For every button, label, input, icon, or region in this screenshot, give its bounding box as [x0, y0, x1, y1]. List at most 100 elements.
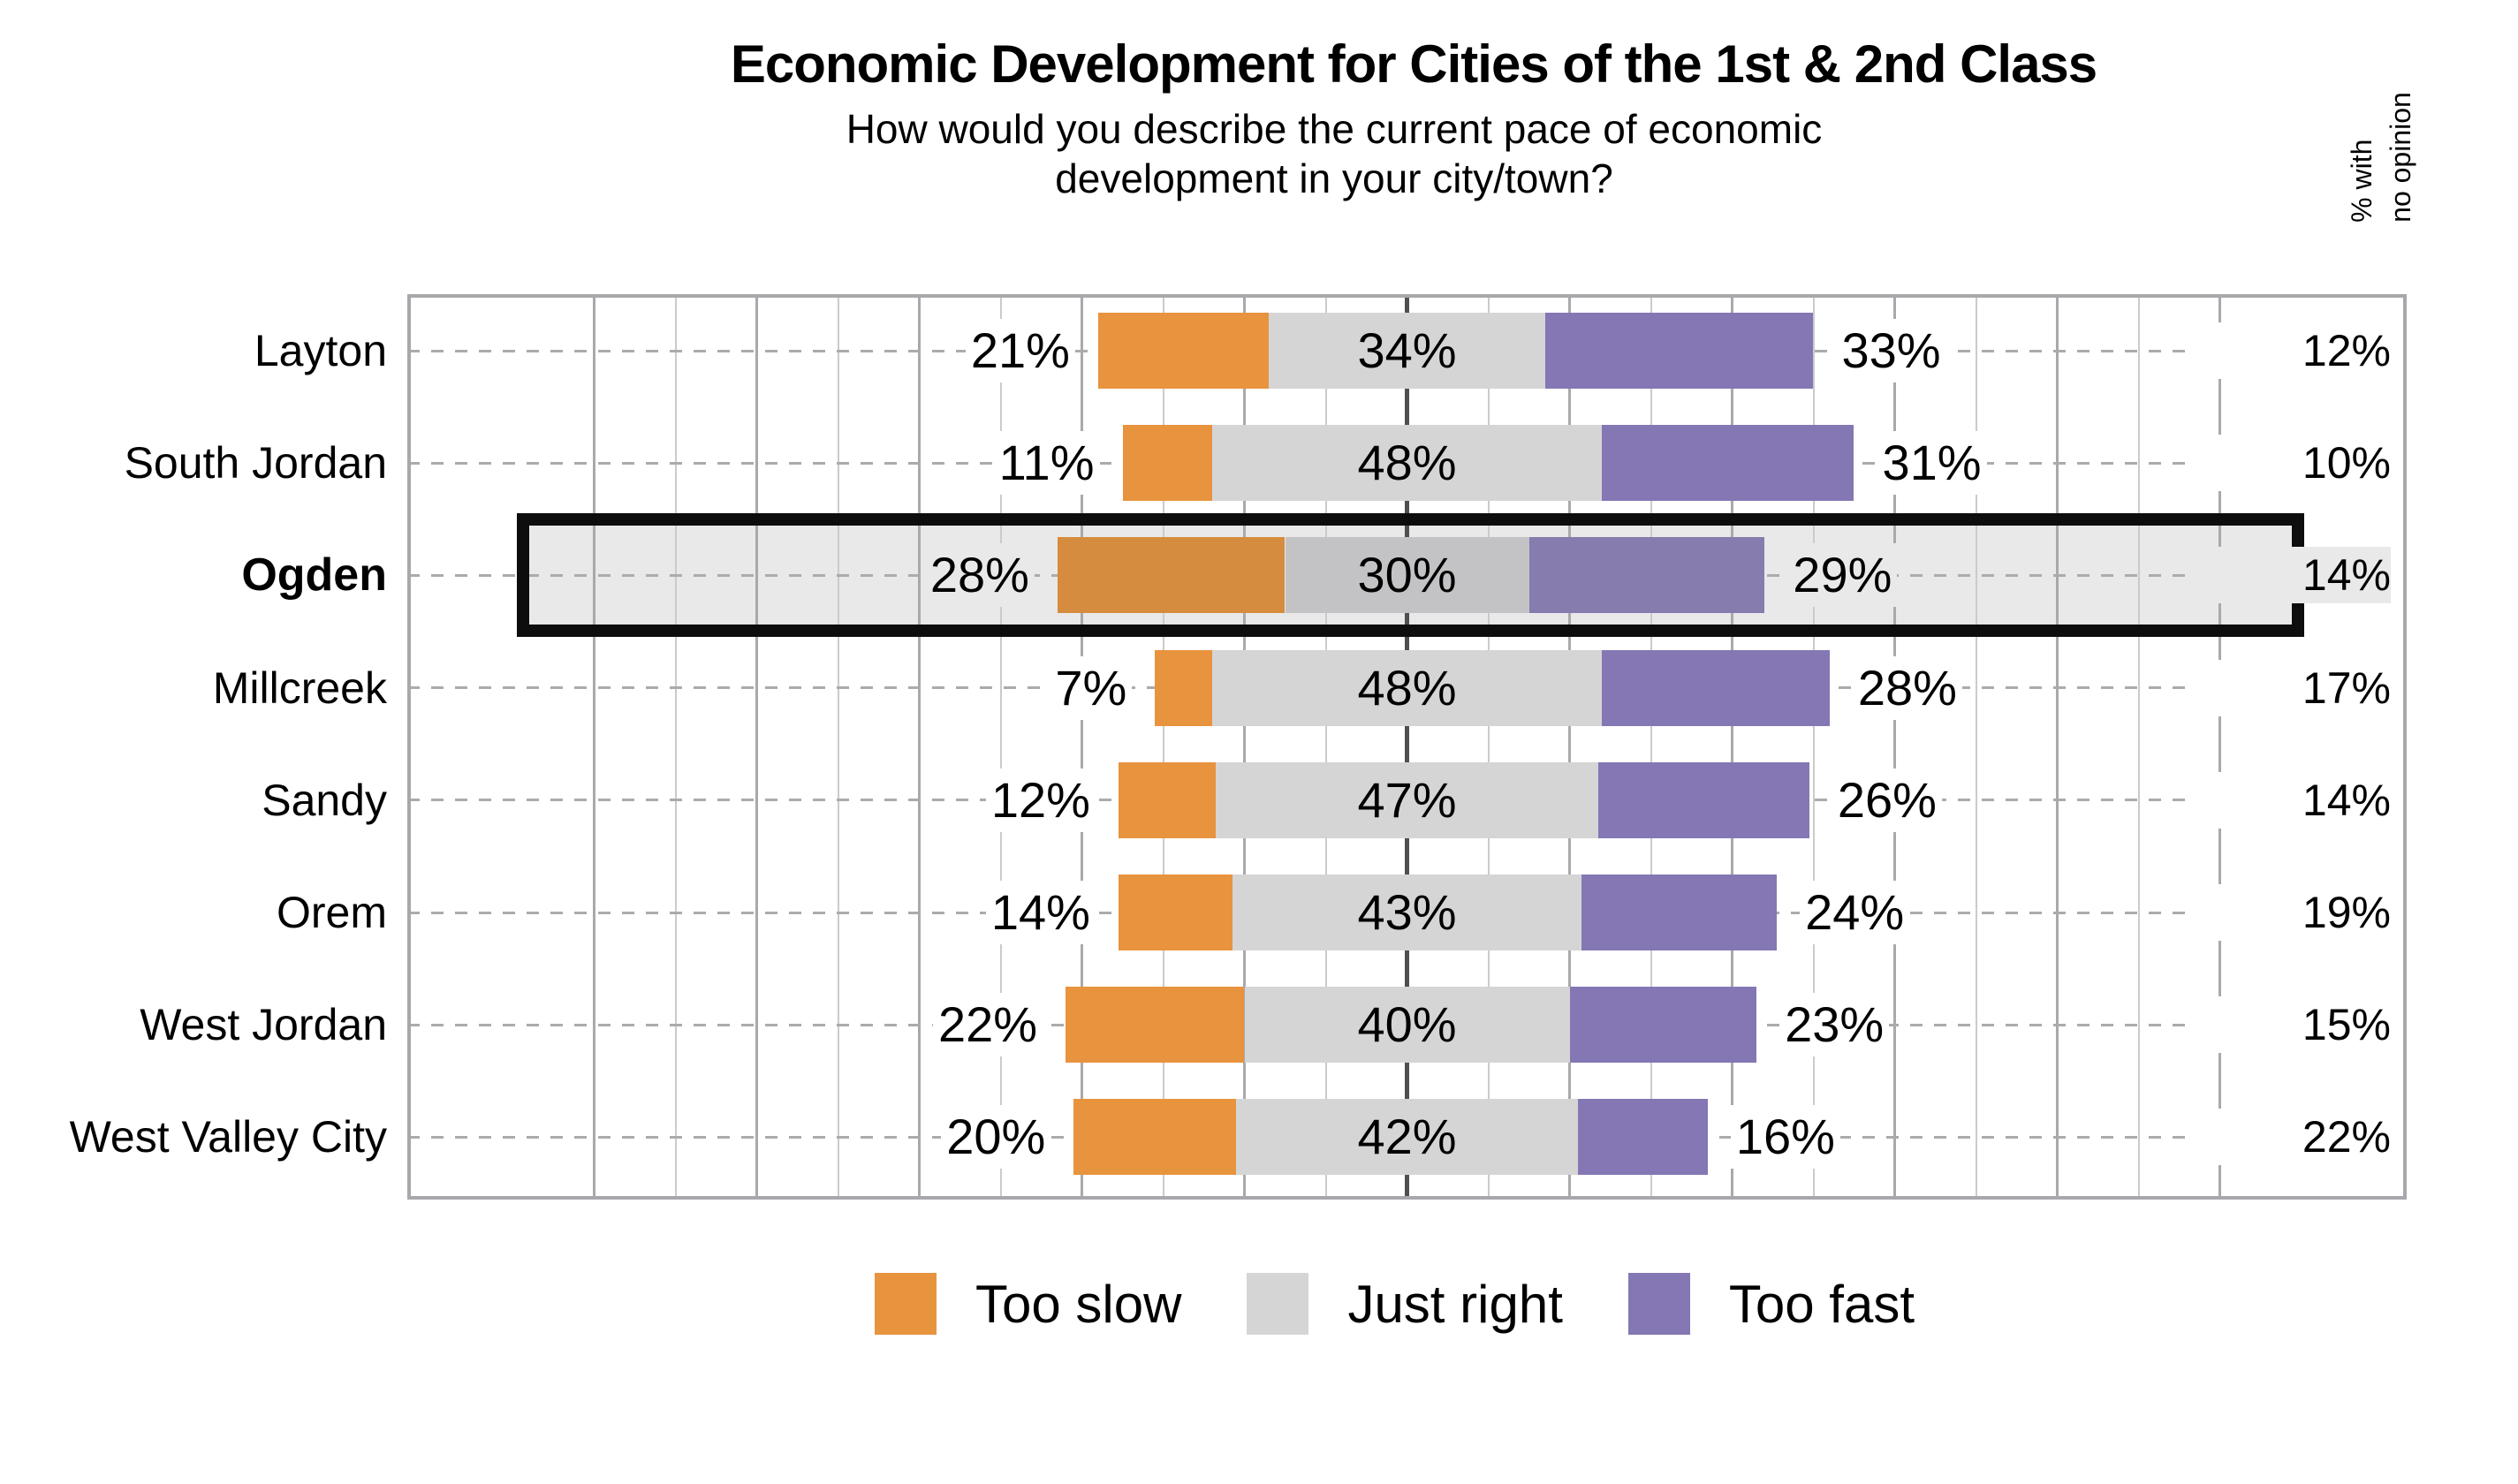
no-opinion-value-label: 22% [2196, 1109, 2391, 1166]
bar-too-fast [1581, 874, 1778, 950]
too-slow-value-label: 21% [965, 319, 1075, 382]
no-opinion-header-line1: % with [2346, 139, 2378, 223]
chart-subtitle: How would you describe the current pace … [230, 104, 2438, 203]
category-label-millcreek: Millcreek [212, 662, 387, 713]
vertical-gridline [1081, 294, 1083, 1200]
plot-area: 21% 34% 33% 12% 11% 48% 31% 10% 28% 30% 29% 14% 7% 48… [407, 294, 2407, 1200]
chart-subtitle-line1: How would you describe the current pace … [846, 106, 1823, 152]
no-opinion-value-label: 19% [2196, 884, 2391, 941]
just-right-value-label: 30% [1357, 547, 1457, 603]
no-opinion-value-label: 12% [2196, 322, 2391, 379]
vertical-gridline [1975, 294, 1977, 1200]
bar-too-fast [1602, 425, 1854, 502]
category-label-west-jordan: West Jordan [140, 1000, 387, 1050]
vertical-gridline [1162, 294, 1164, 1200]
bar-too-slow [1073, 1099, 1237, 1176]
no-opinion-value-label: 15% [2196, 996, 2391, 1054]
too-fast-value-label: 23% [1779, 993, 1890, 1057]
just-right-value-label: 47% [1357, 771, 1457, 828]
vertical-gridline [1324, 294, 1327, 1200]
no-opinion-value-label: 14% [2196, 547, 2391, 604]
category-label-sandy: Sandy [262, 775, 387, 825]
vertical-gridline [1812, 294, 1815, 1200]
too-fast-value-label: 33% [1836, 319, 1946, 382]
bar-too-slow [1118, 874, 1232, 950]
bar-too-fast [1597, 761, 1809, 838]
vertical-gridline [1487, 294, 1490, 1200]
too-fast-value-label: 16% [1730, 1105, 1840, 1170]
legend-label: Just right [1347, 1274, 1563, 1334]
vertical-gridline [2056, 294, 2059, 1200]
bar-too-fast [1577, 1099, 1708, 1176]
too-fast-value-label: 26% [1832, 768, 1942, 832]
legend-label: Too fast [1728, 1274, 1915, 1334]
too-slow-value-label: 20% [941, 1105, 1051, 1170]
bar-just-right [1211, 425, 1603, 502]
no-opinion-header-line2: no opinion [2385, 92, 2416, 223]
vertical-gridline [999, 294, 1002, 1200]
category-label-west-valley-city: West Valley City [69, 1112, 387, 1162]
category-label-orem: Orem [277, 888, 387, 937]
too-slow-value-label: 14% [985, 881, 1096, 944]
vertical-gridline [1650, 294, 1652, 1200]
vertical-gridline [1568, 294, 1571, 1200]
category-label-layton: Layton [254, 326, 387, 375]
too-slow-value-label: 22% [933, 993, 1043, 1057]
vertical-gridline [1243, 294, 1246, 1200]
legend-item-just-right: Just right [1247, 1273, 1563, 1335]
legend-item-too-fast: Too fast [1627, 1273, 1915, 1335]
bar-too-fast [1544, 313, 1814, 389]
vertical-gridline [2137, 294, 2140, 1200]
vertical-gridline [755, 294, 758, 1200]
no-opinion-value-label: 10% [2196, 435, 2391, 492]
bar-too-slow [1097, 313, 1270, 389]
highlight-row-border [517, 513, 2304, 638]
just-right-value-label: 48% [1357, 435, 1457, 491]
bar-too-slow [1066, 987, 1245, 1064]
vertical-gridline [1731, 294, 1733, 1200]
just-right-value-label: 42% [1357, 1109, 1457, 1165]
legend-swatch-too-slow [875, 1273, 937, 1335]
bar-too-slow [1057, 537, 1286, 614]
chart-title: Economic Development for Cities of the 1… [730, 34, 2097, 94]
vertical-gridline [1405, 294, 1409, 1200]
just-right-value-label: 40% [1357, 996, 1457, 1053]
bar-too-fast [1602, 649, 1830, 726]
no-opinion-value-label: 17% [2196, 659, 2391, 716]
bar-too-slow [1118, 761, 1217, 838]
too-slow-value-label: 28% [924, 543, 1035, 608]
bar-just-right [1244, 987, 1570, 1064]
legend-item-too-slow: Too slow [875, 1273, 1181, 1335]
too-fast-value-label: 28% [1852, 655, 1962, 720]
bar-just-right [1211, 649, 1603, 726]
chart-subtitle-line2: development in your city/town? [1055, 155, 1613, 201]
category-label-ogden: Ogden [241, 549, 387, 602]
bar-just-right [1216, 761, 1598, 838]
just-right-value-label: 34% [1357, 322, 1457, 378]
too-fast-value-label: 31% [1877, 431, 1987, 496]
too-fast-value-label: 29% [1787, 543, 1898, 608]
bar-just-right [1236, 1099, 1578, 1176]
bar-too-fast [1528, 537, 1765, 614]
bar-just-right [1285, 537, 1529, 614]
vertical-gridline [1893, 294, 1896, 1200]
legend: Too slow Just right Too fast [875, 1273, 1980, 1335]
bar-just-right [1232, 874, 1582, 950]
vertical-gridline [837, 294, 839, 1200]
vertical-gridline [674, 294, 677, 1200]
legend-swatch-just-right [1247, 1273, 1309, 1335]
vertical-gridline [593, 294, 595, 1200]
no-opinion-column-header: % with no opinion [2297, 64, 2465, 251]
no-opinion-value-label: 14% [2196, 771, 2391, 829]
too-slow-value-label: 11% [993, 431, 1100, 496]
just-right-value-label: 43% [1357, 884, 1457, 940]
bar-too-slow [1122, 425, 1212, 502]
legend-label: Too slow [975, 1274, 1182, 1334]
too-fast-value-label: 24% [1800, 881, 1910, 944]
vertical-gridline [2218, 294, 2221, 1200]
just-right-value-label: 48% [1357, 659, 1457, 716]
legend-swatch-too-fast [1627, 1273, 1690, 1335]
bar-just-right [1269, 313, 1545, 389]
bar-too-fast [1569, 987, 1757, 1064]
